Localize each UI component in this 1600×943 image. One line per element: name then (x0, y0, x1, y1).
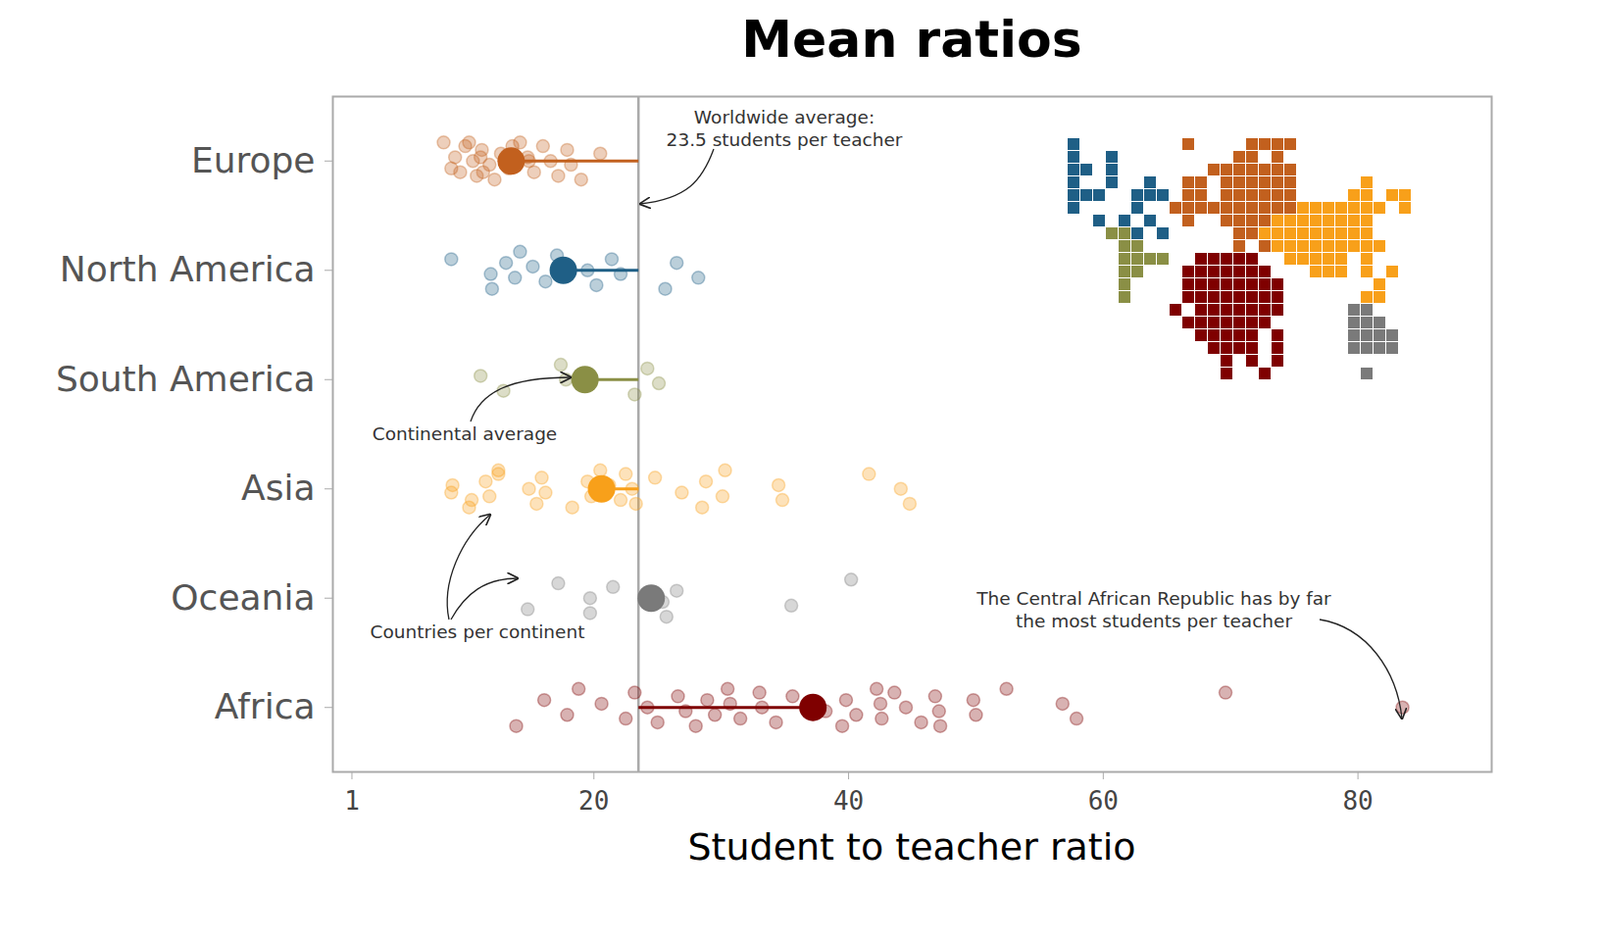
svg-text:South America: South America (55, 358, 316, 400)
svg-text:20: 20 (578, 786, 609, 816)
svg-text:Africa: Africa (214, 686, 316, 727)
svg-text:Countries per continent: Countries per continent (370, 621, 586, 643)
svg-text:Student to teacher ratio: Student to teacher ratio (687, 825, 1136, 869)
svg-text:80: 80 (1342, 786, 1373, 816)
svg-text:40: 40 (833, 786, 864, 816)
svg-text:Asia: Asia (241, 467, 315, 508)
svg-text:North America: North America (59, 249, 316, 290)
svg-text:Oceania: Oceania (170, 577, 315, 618)
svg-text:Continental average: Continental average (372, 423, 558, 445)
svg-text:The Central African Republic h: The Central African Republic has by fart… (975, 588, 1332, 632)
svg-text:Worldwide average:23.5 student: Worldwide average:23.5 students per teac… (666, 106, 903, 150)
svg-text:60: 60 (1088, 786, 1119, 816)
html-text:Mean ratios: Mean ratios (741, 9, 1083, 69)
svg-text:1: 1 (344, 786, 360, 816)
svg-text:Europe: Europe (191, 140, 316, 181)
